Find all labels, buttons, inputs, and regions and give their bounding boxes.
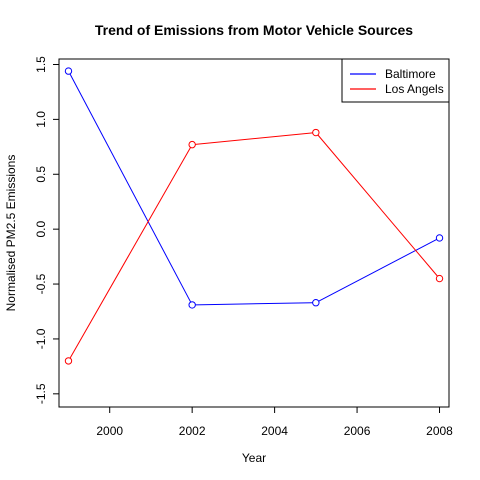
chart-title: Trend of Emissions from Motor Vehicle So… <box>95 22 413 38</box>
series-los-angels-point-2005 <box>312 128 320 137</box>
series-baltimore-point-2008 <box>435 234 444 242</box>
plot-area-border <box>58 58 450 408</box>
x-tick-label-2002: 2002 <box>179 424 206 438</box>
series-los-angels-point-2008 <box>435 274 444 283</box>
x-axis: 2000 2002 2004 2006 2008 <box>96 407 453 438</box>
x-axis-label: Year <box>242 451 266 465</box>
y-tick-label-6: 1.5 <box>34 56 48 73</box>
y-tick-label-0: -1.5 <box>34 383 48 404</box>
x-tick-label-2000: 2000 <box>96 424 123 438</box>
legend-label-los-angels: Los Angels <box>385 82 444 96</box>
series-baltimore-segment-2 <box>318 238 437 302</box>
y-tick-label-3: 0.0 <box>34 220 48 237</box>
series-los-angels-point-1999 <box>64 357 73 365</box>
series-los-angels-segment-2 <box>317 134 438 277</box>
y-tick-label-1: -1.0 <box>34 328 48 349</box>
x-tick-label-2004: 2004 <box>261 424 288 438</box>
series-baltimore-segment-0 <box>69 73 192 303</box>
x-tick-label-2008: 2008 <box>426 424 453 438</box>
series-los-angels-segment-1 <box>195 132 313 145</box>
series-layer <box>64 67 444 365</box>
legend-label-baltimore: Baltimore <box>385 67 436 81</box>
series-baltimore-point-2002 <box>188 301 196 309</box>
y-tick-label-5: 1.0 <box>34 111 48 128</box>
legend: Baltimore Los Angels <box>341 58 450 103</box>
series-baltimore-point-2005 <box>312 299 320 307</box>
y-axis-label: Normalised PM2.5 Emissions <box>4 155 18 312</box>
series-los-angels-point-2002 <box>188 140 196 149</box>
legend-box <box>341 58 450 103</box>
y-tick-label-2: -0.5 <box>34 273 48 294</box>
series-los-angels-segment-0 <box>69 147 192 359</box>
y-axis: -1.5 -1.0 -0.5 0.0 0.5 1.0 1.5 <box>34 56 59 404</box>
x-tick-label-2006: 2006 <box>344 424 371 438</box>
y-tick-label-4: 0.5 <box>34 166 48 183</box>
series-baltimore-point-1999 <box>64 67 73 75</box>
series-baltimore-segment-1 <box>195 302 313 306</box>
